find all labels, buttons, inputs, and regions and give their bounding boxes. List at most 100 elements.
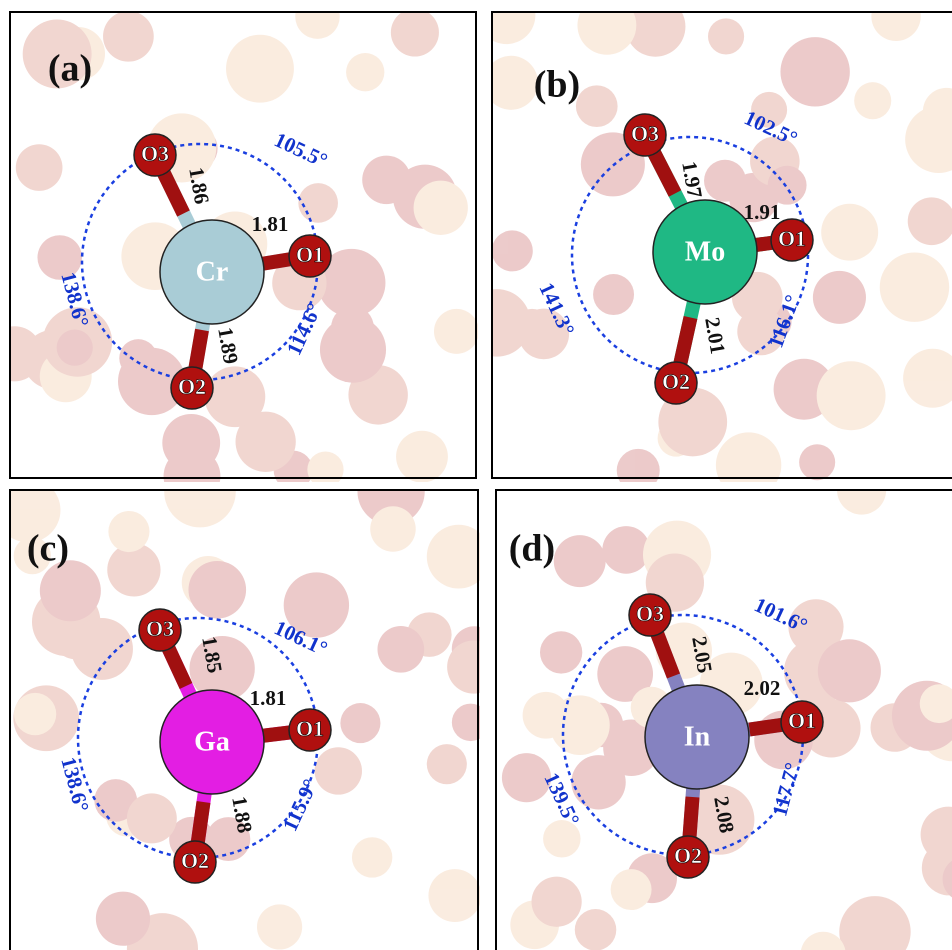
- bg-atom: [880, 252, 949, 321]
- bg-atom: [391, 8, 439, 56]
- bg-atom: [492, 230, 533, 271]
- bg-atom: [817, 361, 886, 430]
- bg-atom: [427, 744, 467, 784]
- bg-atom: [315, 747, 362, 794]
- bg-atom: [780, 37, 849, 106]
- oxygen-label: O3: [631, 121, 659, 146]
- bg-atom: [96, 892, 150, 946]
- bg-atom: [821, 204, 878, 261]
- bg-atom: [593, 274, 634, 315]
- bg-atom: [854, 82, 891, 119]
- bg-atom: [103, 11, 154, 62]
- metal-label: Cr: [196, 256, 229, 287]
- bg-atom: [611, 869, 652, 910]
- bg-atom: [414, 181, 468, 235]
- metal-label: In: [684, 721, 711, 752]
- bond-length: 2.02: [744, 676, 781, 700]
- bg-atom: [617, 449, 660, 492]
- bond-angle: 138.6°: [56, 754, 94, 814]
- bg-atom: [513, 309, 551, 347]
- bond-angle: 117.7°: [767, 760, 804, 819]
- bg-atom: [108, 511, 149, 552]
- oxygen-label: O2: [662, 369, 690, 394]
- bg-atom: [446, 540, 489, 583]
- bg-atom: [801, 932, 846, 950]
- bond-angle: 105.5°: [271, 127, 332, 172]
- bg-atom: [532, 877, 582, 927]
- bg-atom: [871, 0, 920, 41]
- bg-atom: [188, 561, 246, 619]
- bond-angle: 114.6°: [282, 299, 327, 359]
- bg-atom: [298, 183, 338, 223]
- bg-atom: [575, 909, 617, 950]
- metal-label: Ga: [194, 726, 230, 757]
- bond-angle: 101.6°: [751, 592, 812, 637]
- bg-atom: [554, 535, 606, 587]
- bg-atom: [477, 0, 535, 44]
- bg-atom: [577, 0, 636, 55]
- bg-atom: [226, 35, 294, 103]
- bg-atom: [14, 693, 56, 735]
- bond-length: 1.91: [744, 200, 781, 224]
- oxygen-label: O3: [146, 616, 174, 641]
- bg-atom: [295, 0, 339, 39]
- oxygen-label: O2: [178, 374, 206, 399]
- bond-length: 1.86: [184, 165, 214, 205]
- oxygen-label: O1: [778, 226, 806, 251]
- bg-atom: [905, 106, 952, 173]
- oxygen-label: O1: [296, 242, 324, 267]
- bg-atom: [320, 317, 386, 383]
- bg-atom: [362, 156, 411, 205]
- oxygen-label: O3: [636, 601, 664, 626]
- bg-atom: [428, 869, 481, 922]
- bg-atom: [434, 309, 479, 354]
- bg-atom: [340, 703, 380, 743]
- bg-atom: [540, 631, 582, 673]
- metal-label: Mo: [685, 236, 725, 267]
- bg-atom: [576, 85, 618, 127]
- bg-atom: [307, 451, 343, 487]
- panel-label: (c): [27, 528, 69, 570]
- bg-atom: [257, 904, 302, 949]
- bg-atom: [818, 639, 881, 702]
- bg-atom: [704, 160, 746, 202]
- bond-length: 1.81: [250, 686, 287, 710]
- bg-atom: [119, 339, 157, 377]
- bg-atom: [550, 695, 610, 755]
- bg-atom: [352, 837, 392, 877]
- oxygen-label: O2: [181, 848, 209, 873]
- panel-label: (d): [509, 528, 555, 570]
- bg-atom: [903, 349, 952, 408]
- figure: CrO1O2O31.811.891.86105.5°114.6°138.6°(a…: [0, 0, 952, 950]
- panel-label: (a): [48, 48, 92, 90]
- bg-atom: [452, 704, 490, 742]
- bond-length: 1.81: [252, 212, 289, 236]
- bg-atom: [908, 197, 952, 245]
- oxygen-label: O1: [788, 708, 816, 733]
- bg-atom: [799, 444, 835, 480]
- bg-atom: [57, 330, 93, 366]
- panel: CrO1O2O31.811.891.86105.5°114.6°138.6°(a…: [0, 0, 479, 505]
- panel-label: (b): [534, 64, 580, 106]
- bg-atom: [370, 506, 416, 552]
- bond-angle: 115.9°: [278, 775, 323, 835]
- bg-atom: [205, 366, 266, 427]
- bg-atom: [346, 53, 384, 91]
- bg-atom: [377, 626, 424, 673]
- panel: InO1O2O32.022.082.05101.6°117.7°139.5°(d…: [496, 466, 952, 950]
- oxygen-label: O1: [296, 716, 324, 741]
- bg-atom: [716, 432, 781, 497]
- bg-atom: [813, 271, 866, 324]
- bg-atom: [708, 18, 744, 54]
- bg-atom: [71, 618, 133, 680]
- bond-length: 2.01: [700, 315, 730, 355]
- bg-atom: [16, 144, 63, 191]
- oxygen-label: O2: [674, 843, 702, 868]
- oxygen-label: O3: [141, 141, 169, 166]
- bg-atom: [602, 526, 650, 574]
- bg-atom: [127, 793, 177, 843]
- bg-atom: [447, 640, 500, 693]
- bg-atom: [396, 431, 448, 483]
